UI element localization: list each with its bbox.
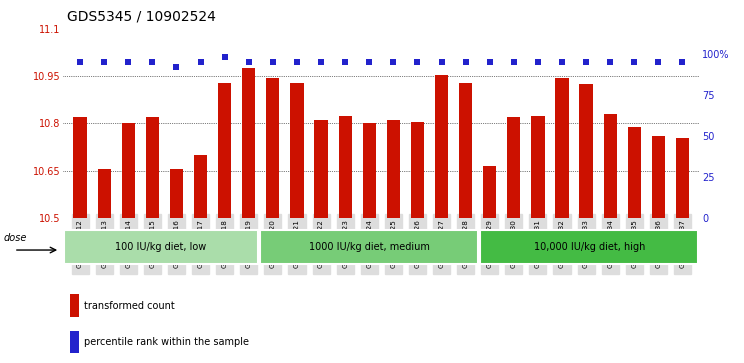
Bar — [435, 75, 448, 218]
Point — [435, 59, 447, 65]
Bar — [628, 127, 641, 218]
Point — [676, 59, 688, 65]
Point — [532, 59, 544, 65]
Point — [170, 64, 182, 70]
Text: dose: dose — [3, 233, 27, 243]
Bar — [507, 117, 521, 218]
Text: GDS5345 / 10902524: GDS5345 / 10902524 — [67, 9, 216, 23]
Bar — [97, 169, 111, 218]
Point — [460, 59, 472, 65]
Bar — [70, 294, 79, 317]
Point — [195, 59, 207, 65]
Point — [122, 59, 134, 65]
Bar — [242, 68, 255, 218]
Text: 10,000 IU/kg diet, high: 10,000 IU/kg diet, high — [533, 242, 645, 252]
Bar — [531, 115, 545, 218]
Point — [219, 54, 231, 60]
Bar — [362, 123, 376, 218]
Bar — [74, 117, 87, 218]
Point — [147, 59, 158, 65]
Point — [484, 59, 496, 65]
Bar — [652, 136, 665, 218]
Bar — [339, 115, 352, 218]
Point — [363, 59, 375, 65]
Point — [652, 59, 664, 65]
Bar — [459, 82, 472, 218]
Bar — [170, 169, 183, 218]
Bar — [481, 230, 698, 264]
Text: 1000 IU/kg diet, medium: 1000 IU/kg diet, medium — [309, 242, 429, 252]
Bar — [411, 122, 424, 218]
Point — [629, 59, 641, 65]
Bar — [146, 117, 159, 218]
Point — [243, 59, 254, 65]
Point — [339, 59, 351, 65]
Point — [98, 59, 110, 65]
Text: transformed count: transformed count — [83, 301, 174, 310]
Point — [315, 59, 327, 65]
Point — [556, 59, 568, 65]
Point — [508, 59, 520, 65]
Point — [291, 59, 303, 65]
Bar — [603, 114, 617, 218]
Bar — [122, 123, 135, 218]
Bar — [266, 78, 280, 218]
Point — [267, 59, 279, 65]
Point — [580, 59, 592, 65]
Point — [411, 59, 423, 65]
Point — [74, 59, 86, 65]
Bar — [387, 120, 400, 218]
Bar — [483, 166, 496, 218]
Point — [388, 59, 400, 65]
Point — [604, 59, 616, 65]
Bar — [676, 138, 689, 218]
Text: percentile rank within the sample: percentile rank within the sample — [83, 337, 248, 347]
Bar — [555, 78, 568, 218]
Bar — [65, 230, 257, 264]
Bar — [290, 82, 304, 218]
Text: 100 IU/kg diet, low: 100 IU/kg diet, low — [115, 242, 207, 252]
Bar — [194, 155, 208, 218]
Bar — [218, 82, 231, 218]
Bar — [315, 120, 327, 218]
Bar — [260, 230, 478, 264]
Bar — [580, 84, 593, 218]
Bar — [70, 331, 79, 354]
